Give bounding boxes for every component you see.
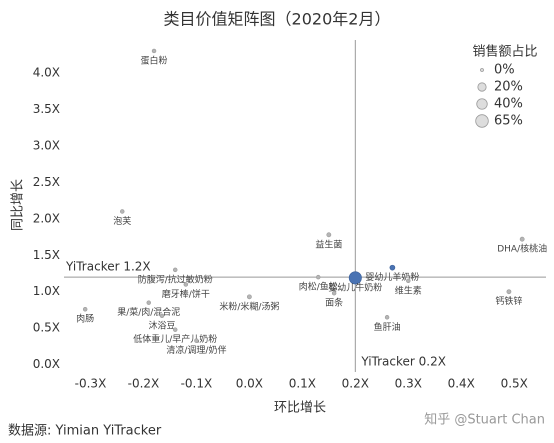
point-label: 维生素 [395, 284, 422, 296]
x-tick-label: 0.5X [501, 377, 528, 391]
bubble [173, 327, 178, 332]
bubble [348, 271, 362, 285]
point-label: 沐浴豆 [148, 319, 175, 331]
bubble [406, 278, 411, 284]
watermark: 知乎 @Stuart Chan [424, 412, 545, 428]
bubble [194, 338, 199, 343]
legend-label: 20% [494, 80, 523, 95]
y-axis-label: 同比增长 [11, 179, 26, 231]
x-tick-label: -0.3X [75, 377, 107, 391]
x-tick-label: 0.3X [395, 377, 422, 391]
point-label: 防腹泻/抗过敏奶粉 [138, 273, 213, 285]
x-tick-label: -0.1X [181, 377, 213, 391]
point-label: 米粉/米糊/汤粥 [219, 300, 279, 312]
bubble [326, 232, 332, 238]
legend-label: 65% [494, 114, 523, 129]
x-tick-label: 0.2X [342, 377, 369, 391]
source: 数据源: Yimian YiTracker [8, 424, 162, 439]
point-label: 肉肠 [76, 313, 94, 325]
point-label: 蛋白粉 [141, 54, 168, 66]
point-label: 鱼肝油 [374, 321, 401, 333]
bubble [506, 289, 512, 295]
point-label: 清凉/调理/奶伴 [166, 344, 226, 356]
bubble [384, 315, 390, 320]
reference-label: YiTracker 1.2X [65, 260, 151, 274]
x-tick-label: 0.4X [448, 377, 475, 391]
y-tick-label: 1.0X [33, 284, 60, 298]
legend-title: 销售额占比 [472, 44, 537, 60]
bubble [146, 300, 151, 305]
legend-label: 40% [494, 97, 523, 112]
point-label: 益生菌 [315, 238, 342, 250]
bubble [159, 313, 165, 319]
y-tick-label: 0.5X [33, 321, 60, 335]
point-label: 磨牙棒/饼干 [162, 288, 210, 300]
bubble [120, 209, 125, 214]
point-label: 低体重儿/早产儿奶粉 [133, 333, 217, 345]
bubble [331, 290, 337, 296]
y-tick-label: 3.5X [33, 102, 60, 116]
x-tick-label: 0.1X [289, 377, 316, 391]
y-tick-label: 2.0X [33, 211, 60, 225]
point-label: DHA/核桃油 [497, 243, 547, 255]
bubble [82, 307, 88, 312]
point-label: 婴幼儿牛奶粉 [328, 281, 382, 293]
y-tick-label: 4.0X [33, 65, 60, 79]
y-tick-label: 0.0X [33, 357, 60, 371]
point-label: 钙铁锌 [495, 295, 522, 307]
bubble [246, 294, 252, 300]
bubble [183, 282, 189, 287]
legend-label: 0% [494, 63, 515, 78]
y-tick-label: 3.0X [33, 138, 60, 152]
legend-swatch [480, 68, 484, 72]
legend-swatch [475, 114, 489, 128]
point-label: 肉松/鱼松 [299, 281, 338, 293]
point-label: 面条 [325, 297, 343, 309]
legend-swatch [476, 98, 488, 110]
y-tick-label: 1.5X [33, 248, 60, 262]
bubble [389, 264, 396, 271]
reference-label: YiTracker 0.2X [360, 355, 446, 369]
legend-swatch [477, 82, 487, 92]
x-tick-label: -0.2X [128, 377, 160, 391]
bubble [173, 267, 178, 273]
point-label: 果/菜/肉/混合泥 [117, 306, 180, 318]
point-label: 泡芙 [113, 215, 131, 227]
chart-title: 类目价值矩阵图（2020年2月） [164, 10, 391, 29]
bubble [519, 236, 525, 242]
bubble [316, 274, 321, 280]
y-tick-label: 2.5X [33, 175, 60, 189]
x-tick-label: 0.0X [236, 377, 263, 391]
x-axis-label: 环比增长 [274, 401, 326, 416]
bubble [151, 48, 157, 54]
point-label: 婴幼儿羊奶粉 [365, 271, 419, 283]
